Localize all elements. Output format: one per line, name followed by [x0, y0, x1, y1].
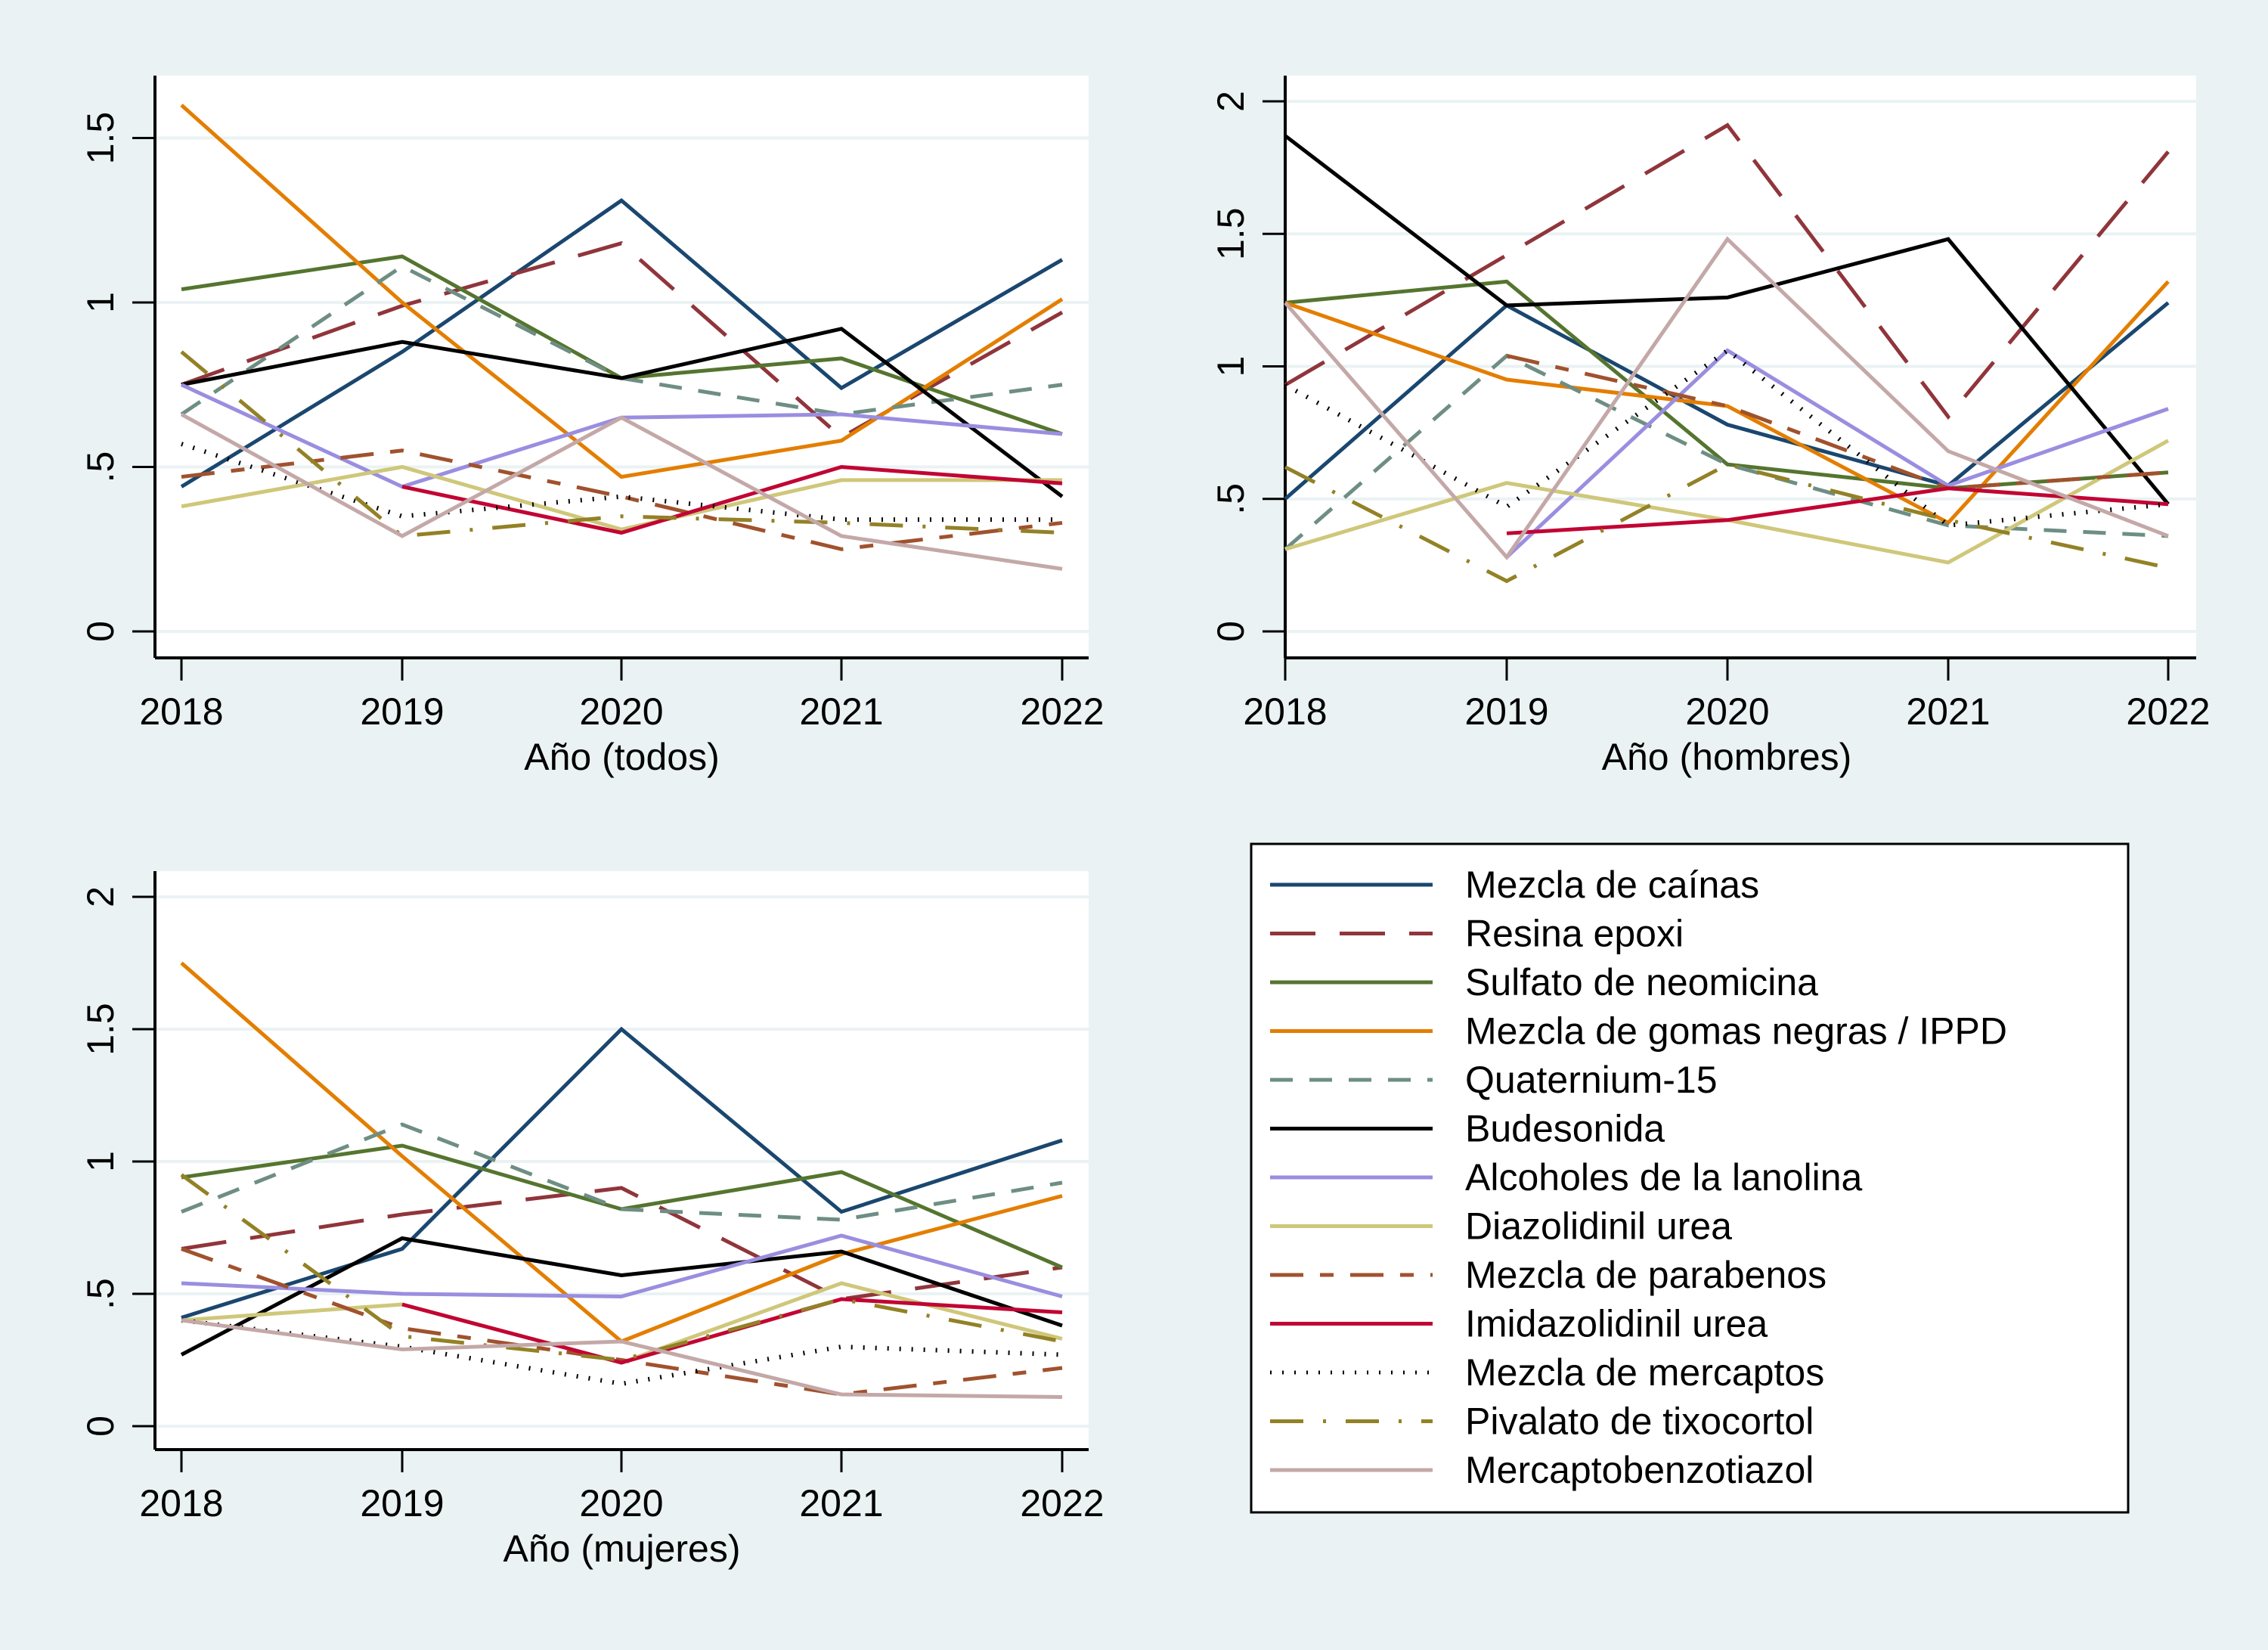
- series-line: [181, 1122, 1063, 1222]
- y-tick-label: .5: [1210, 483, 1252, 515]
- plot-area: [155, 76, 1089, 658]
- x-tick-label: 2019: [360, 1482, 444, 1524]
- x-axis-title: Año (mujeres): [503, 1527, 741, 1570]
- series-line: [1284, 301, 2170, 501]
- panel-mujeres: 0 .5 1 1.5 2 2018 2019 2020 2021 2022 Año (mujeres…: [79, 871, 1105, 1570]
- panel-todos: 0 .5 1 1.5 2018 2019 2020 2021 2022 Año (todos): [79, 76, 1105, 778]
- x-tick-label: 2018: [139, 1482, 223, 1524]
- x-tick-label: 2022: [2126, 690, 2210, 733]
- x-tick-label: 2018: [139, 690, 223, 733]
- series-line: [401, 464, 1063, 535]
- series-line: [1505, 348, 2169, 559]
- y-tick-label: 0: [79, 621, 122, 642]
- series-line: [181, 448, 1063, 551]
- series-line: [180, 1236, 1063, 1357]
- x-tick-label: 2019: [1464, 690, 1548, 733]
- y-tick-label: 0: [79, 1416, 122, 1437]
- x-tick-label: 2021: [799, 690, 883, 733]
- legend-label: Mezcla de mercaptos: [1465, 1351, 1824, 1394]
- x-axis-title: Año (todos): [524, 736, 719, 778]
- y-tick-label: .5: [79, 451, 122, 483]
- legend-label: Mezcla de gomas negras / IPPD: [1465, 1010, 2007, 1053]
- y-tick-label: 1: [79, 292, 122, 313]
- legend-label: Sulfato de neomicina: [1465, 961, 1818, 1003]
- legend-label: Alcoholes de la lanolina: [1465, 1156, 1863, 1199]
- legend-label: Mezcla de parabenos: [1465, 1254, 1826, 1296]
- series-line: [1284, 280, 2170, 526]
- x-tick-label: 2020: [579, 690, 663, 733]
- y-tick-label: 2: [79, 886, 122, 907]
- x-tick-label: 2022: [1020, 1482, 1104, 1524]
- y-tick-label: 1.5: [79, 112, 122, 165]
- series-line: [180, 412, 1063, 571]
- legend-label: Quaternium-15: [1465, 1059, 1718, 1101]
- x-tick-label: 2020: [1685, 690, 1769, 733]
- series-line: [1284, 134, 2170, 506]
- y-tick-label: 2: [1210, 91, 1252, 112]
- y-tick-label: 1.5: [1210, 207, 1252, 260]
- series-line: [181, 1026, 1063, 1320]
- legend-label: Pivalato de tixocortol: [1465, 1400, 1814, 1443]
- series-line: [181, 1247, 1063, 1397]
- series-line: [1284, 236, 2169, 560]
- legend-label: Resina epoxi: [1465, 913, 1684, 955]
- panel-hombres: 0 .5 1 1.5 2 2018 2019 2020 2021 2022 Año (hombres…: [1210, 76, 2211, 778]
- series-line: [181, 1186, 1063, 1301]
- legend-label: Diazolidinil urea: [1465, 1205, 1732, 1248]
- x-tick-label: 2022: [1020, 690, 1104, 733]
- legend-label: Imidazolidinil urea: [1465, 1303, 1768, 1345]
- series-line: [180, 350, 1063, 538]
- series-line: [1284, 462, 2169, 584]
- x-tick-label: 2018: [1243, 690, 1327, 733]
- x-tick-label: 2021: [1906, 690, 1990, 733]
- legend-label: Mezcla de caínas: [1465, 864, 1759, 906]
- series-line: [181, 1233, 1063, 1299]
- x-axis-title: Año (hombres): [1602, 736, 1852, 778]
- series-line: [181, 464, 1062, 532]
- series-line: [180, 1173, 1063, 1363]
- series-line: [180, 104, 1064, 479]
- x-tick-label: 2019: [360, 690, 444, 733]
- series-line: [1506, 354, 2169, 491]
- legend-label: Mercaptobenzotiazol: [1465, 1449, 1814, 1491]
- series-line: [181, 327, 1064, 498]
- y-tick-label: .5: [79, 1278, 122, 1310]
- series-line: [180, 198, 1064, 488]
- x-tick-label: 2021: [799, 1482, 883, 1524]
- legend: Mezcla de caínas Resina epoxi Sulfato de n…: [1250, 842, 2130, 1514]
- y-tick-label: 0: [1210, 621, 1252, 642]
- y-tick-label: 1: [1210, 356, 1252, 377]
- y-tick-label: 1.5: [79, 1003, 122, 1056]
- legend-label: Budesonida: [1465, 1108, 1665, 1150]
- series-line: [1506, 486, 2169, 535]
- y-tick-label: 1: [79, 1151, 122, 1172]
- series-line: [1284, 353, 2169, 551]
- x-tick-label: 2020: [579, 1482, 663, 1524]
- series-line: [181, 1318, 1063, 1399]
